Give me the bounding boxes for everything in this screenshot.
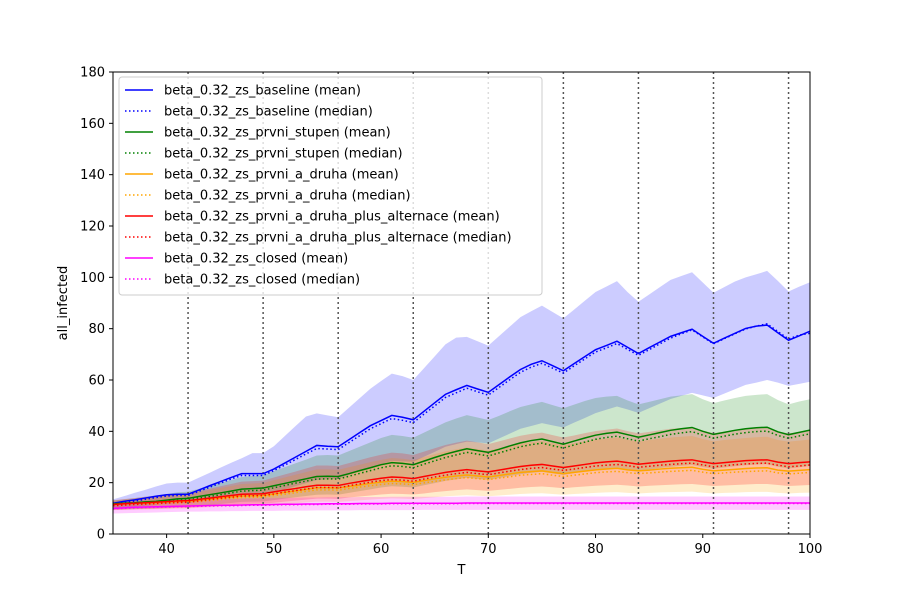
x-tick-label: 100 <box>798 542 823 557</box>
legend-label: beta_0.32_zs_closed (median) <box>164 273 360 288</box>
y-tick-label: 40 <box>88 425 105 440</box>
line-beta-0-32-zs-prvni-a-druha-plus-alternace-median <box>113 462 810 507</box>
y-tick-label: 160 <box>80 117 105 132</box>
y-tick-label: 80 <box>88 322 105 337</box>
legend: beta_0.32_zs_baseline (mean) beta_0.32_zs… <box>118 76 543 296</box>
x-axis-ticks: 40 50 60 70 80 90 100 <box>158 534 822 557</box>
line-beta-0-32-zs-prvni-a-druha-plus-alternace-mean <box>113 459 810 506</box>
y-tick-label: 20 <box>88 476 105 491</box>
x-tick-label: 40 <box>158 542 175 557</box>
y-tick-label: 120 <box>80 220 105 235</box>
band-beta-0-32-zs-prvni-stupen <box>113 394 810 510</box>
y-tick-label: 60 <box>88 374 105 389</box>
y-axis-ticks: 0 20 40 60 80 100 120 140 160 180 <box>80 66 113 543</box>
legend-label: beta_0.32_zs_prvni_a_druha (mean) <box>164 168 399 183</box>
x-tick-label: 70 <box>480 542 497 557</box>
y-tick-label: 140 <box>80 168 105 183</box>
legend-label: beta_0.32_zs_prvni_a_druha_plus_alternac… <box>164 231 512 246</box>
x-tick-label: 50 <box>266 542 283 557</box>
plot-frame <box>112 71 811 535</box>
series-lines <box>113 322 810 510</box>
x-tick-label: 60 <box>373 542 390 557</box>
legend-label: beta_0.32_zs_baseline (median) <box>164 105 373 120</box>
y-tick-label: 180 <box>80 66 105 81</box>
legend-label: beta_0.32_zs_prvni_a_druha_plus_alternac… <box>164 210 500 225</box>
legend-label: beta_0.32_zs_closed (mean) <box>164 252 348 267</box>
line-beta-0-32-zs-closed-median <box>113 502 810 510</box>
line-beta-0-32-zs-prvni-a-druha-median <box>113 469 810 507</box>
legend-label: beta_0.32_zs_prvni_stupen (mean) <box>164 126 391 141</box>
x-tick-label: 80 <box>587 542 604 557</box>
legend-label: beta_0.32_zs_prvni_stupen (median) <box>164 147 403 162</box>
legend-label: beta_0.32_zs_baseline (mean) <box>164 84 361 99</box>
line-beta-0-32-zs-baseline-median <box>113 322 810 506</box>
line-beta-0-32-zs-prvni-stupen-median <box>113 430 810 506</box>
band-beta-0-32-zs-baseline <box>113 270 810 509</box>
legend-box <box>118 76 543 296</box>
x-tick-label: 90 <box>694 542 711 557</box>
y-tick-label: 100 <box>80 271 105 286</box>
line-beta-0-32-zs-prvni-stupen-mean <box>113 426 810 505</box>
confidence-bands <box>113 270 810 514</box>
x-axis-label: T <box>457 563 466 578</box>
legend-label: beta_0.32_zs_prvni_a_druha (median) <box>164 189 411 204</box>
band-beta-0-32-zs-closed <box>113 496 810 514</box>
y-tick-label: 0 <box>97 528 105 543</box>
y-axis-label: all_infected <box>56 266 71 341</box>
